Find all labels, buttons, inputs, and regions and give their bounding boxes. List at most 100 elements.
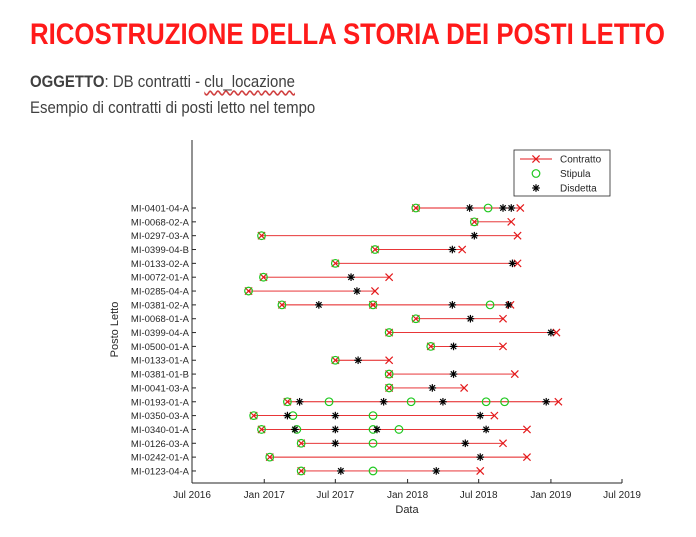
star-stroke: [429, 384, 436, 392]
x-tick-label: Jul 2016: [173, 490, 211, 501]
timeline-row: [426, 342, 508, 351]
legend-label: Disdetta: [560, 184, 597, 195]
star-stroke: [284, 412, 291, 419]
x-tick-label: Jul 2019: [603, 490, 641, 501]
disdetta-marker: [482, 425, 490, 434]
stipula-marker: [368, 411, 378, 421]
disdetta-marker: [466, 314, 475, 323]
timeline-row: [257, 425, 531, 434]
timeline-row: [411, 314, 508, 324]
star-stroke: [508, 204, 515, 212]
star-stroke: [509, 260, 516, 267]
stipula-marker: [426, 342, 436, 351]
x-stroke: [385, 356, 394, 365]
contract-end-marker: [554, 397, 563, 406]
stipula-marker: [277, 300, 287, 310]
y-tick-label: MI-0340-01-A: [131, 425, 190, 436]
disdetta-marker: [283, 411, 292, 420]
star-stroke: [462, 440, 469, 447]
disdetta-marker: [354, 356, 362, 365]
x-stroke: [554, 397, 563, 406]
stipula-marker: [244, 286, 253, 296]
star-stroke: [499, 204, 507, 212]
contract-end-marker: [507, 217, 516, 226]
chart-rows: [244, 203, 563, 476]
disdetta-marker: [476, 453, 485, 461]
y-tick-label: MI-0123-04-A: [131, 466, 190, 477]
x-tick-label: Jul 2017: [316, 490, 354, 501]
timeline-row: [469, 217, 516, 227]
subject-line: OGGETTO: DB contratti - clu_locazione: [30, 72, 295, 92]
x-stroke: [510, 370, 519, 379]
star-stroke: [332, 426, 339, 433]
disdetta-marker: [547, 328, 555, 337]
stipula-marker: [324, 397, 334, 407]
contract-end-marker: [522, 425, 531, 434]
stipula-marker: [257, 425, 266, 434]
x-stroke: [513, 231, 522, 240]
x-stroke: [507, 217, 516, 226]
star-stroke: [450, 370, 457, 378]
star-stroke: [477, 453, 484, 461]
disdetta-marker: [504, 301, 513, 309]
stipula-marker: [469, 217, 479, 227]
star-stroke: [337, 467, 344, 475]
star-stroke: [347, 274, 355, 281]
page-description: Esempio di contratti di posti letto nel …: [30, 98, 316, 117]
star-stroke: [505, 301, 512, 309]
star-stroke: [477, 412, 484, 419]
timeline-row: [384, 383, 469, 393]
disdetta-marker: [428, 384, 437, 392]
disdetta-marker: [373, 425, 381, 434]
stipula-marker: [384, 328, 394, 337]
y-tick-label: MI-0381-02-A: [131, 300, 190, 311]
star-stroke: [449, 246, 456, 253]
stipula-marker: [330, 258, 340, 268]
y-tick-label: MI-0126-03-A: [131, 439, 190, 450]
y-tick-label: MI-0193-01-A: [131, 397, 190, 408]
chart-legend: Contratto Stipula Disdetta: [513, 149, 611, 197]
x-stroke: [498, 314, 508, 323]
x-stroke: [531, 154, 541, 164]
contract-end-marker: [460, 383, 469, 392]
star-stroke: [296, 398, 303, 405]
contract-end-marker: [458, 245, 467, 254]
star-stroke: [291, 426, 299, 433]
timeline-row: [330, 355, 394, 365]
y-tick-label: MI-0068-01-A: [131, 314, 190, 325]
y-axis-label: Posto Letto: [109, 302, 121, 358]
disdetta-marker: [508, 259, 517, 268]
stipula-marker: [283, 397, 292, 407]
timeline-row: [244, 286, 380, 296]
y-tick-label: MI-0242-01-A: [131, 453, 190, 464]
timeline-row: [384, 328, 561, 337]
stipula-marker: [384, 369, 394, 379]
stipula-marker: [481, 397, 491, 407]
contract-end-marker: [498, 439, 508, 448]
contract-end-marker: [510, 370, 519, 379]
disdetta-marker: [315, 301, 323, 309]
disdetta-marker: [379, 397, 388, 406]
x-stroke: [385, 273, 394, 282]
x-stroke: [490, 411, 499, 420]
star-stroke: [439, 398, 447, 405]
legend-box: [513, 149, 611, 197]
stipula-marker: [483, 203, 493, 213]
x-tick-label: Jan 2019: [530, 490, 572, 501]
stipula-marker: [368, 438, 378, 448]
stipula-marker: [370, 245, 380, 254]
timeline-row: [296, 466, 485, 476]
disdetta-marker: [331, 425, 340, 434]
disdetta-marker: [448, 245, 457, 254]
star-stroke: [466, 204, 473, 212]
stipula-marker: [368, 300, 378, 310]
disdetta-marker: [499, 204, 507, 212]
x-axis-label: Data: [395, 504, 419, 516]
legend-stipula-marker: [531, 169, 541, 178]
y-tick-label: MI-0399-04-B: [131, 245, 189, 256]
disdetta-marker: [439, 397, 447, 406]
disdetta-marker: [331, 411, 340, 420]
disdetta-marker: [476, 411, 485, 420]
disdetta-marker: [449, 342, 458, 351]
legend-label: Contratto: [560, 155, 602, 166]
